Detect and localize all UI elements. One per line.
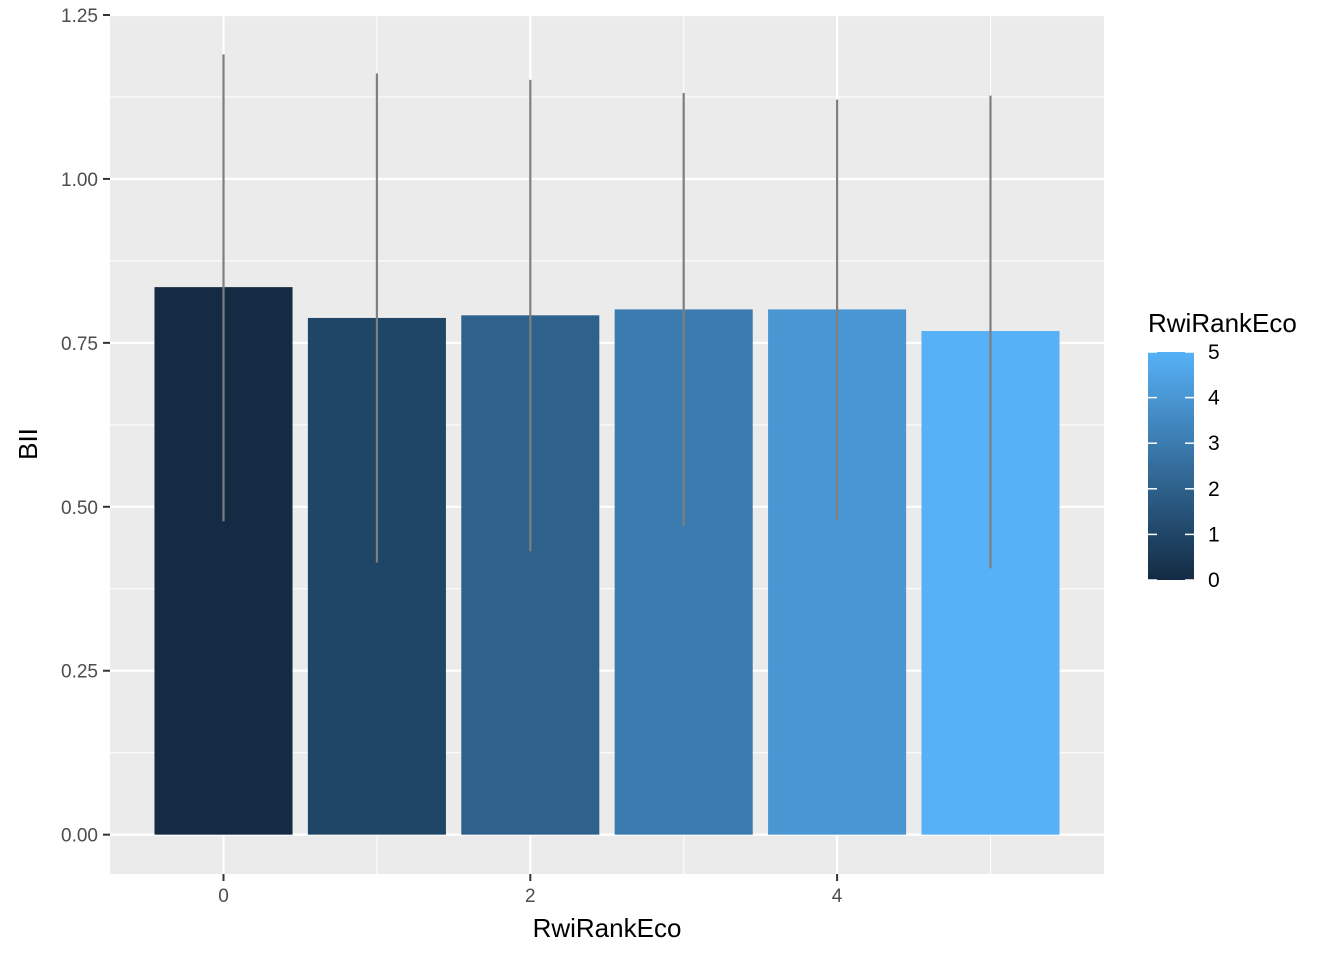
y-axis-title: BII [13,428,43,460]
x-tick-label: 2 [525,886,536,907]
y-tick-label: 0.00 [61,826,98,847]
y-tick-label: 1.25 [61,6,98,27]
error-bars [222,54,992,569]
legend-label: 5 [1208,341,1220,364]
legend-label: 0 [1208,569,1220,592]
legend-label: 3 [1208,432,1220,455]
y-axis: 0.00 0.25 0.50 0.75 1.00 1.25 [61,6,110,847]
x-axis-title: RwiRankEco [533,913,682,943]
legend-label: 2 [1208,478,1220,501]
legend-ticks: 0 1 2 3 4 5 [1148,341,1220,592]
x-tick-label: 4 [832,886,843,907]
x-axis: 0 2 4 [218,874,843,907]
y-tick-label: 0.25 [61,662,98,683]
legend-label: 1 [1208,523,1220,546]
legend-title: RwiRankEco [1148,308,1297,338]
legend-label: 4 [1208,387,1220,410]
y-tick-label: 0.50 [61,498,98,519]
y-tick-label: 1.00 [61,170,98,191]
legend-colorbar [1148,352,1194,580]
x-tick-label: 0 [218,886,229,907]
legend: RwiRankEco 0 1 2 3 4 5 [1148,308,1297,592]
y-tick-label: 0.75 [61,334,98,355]
